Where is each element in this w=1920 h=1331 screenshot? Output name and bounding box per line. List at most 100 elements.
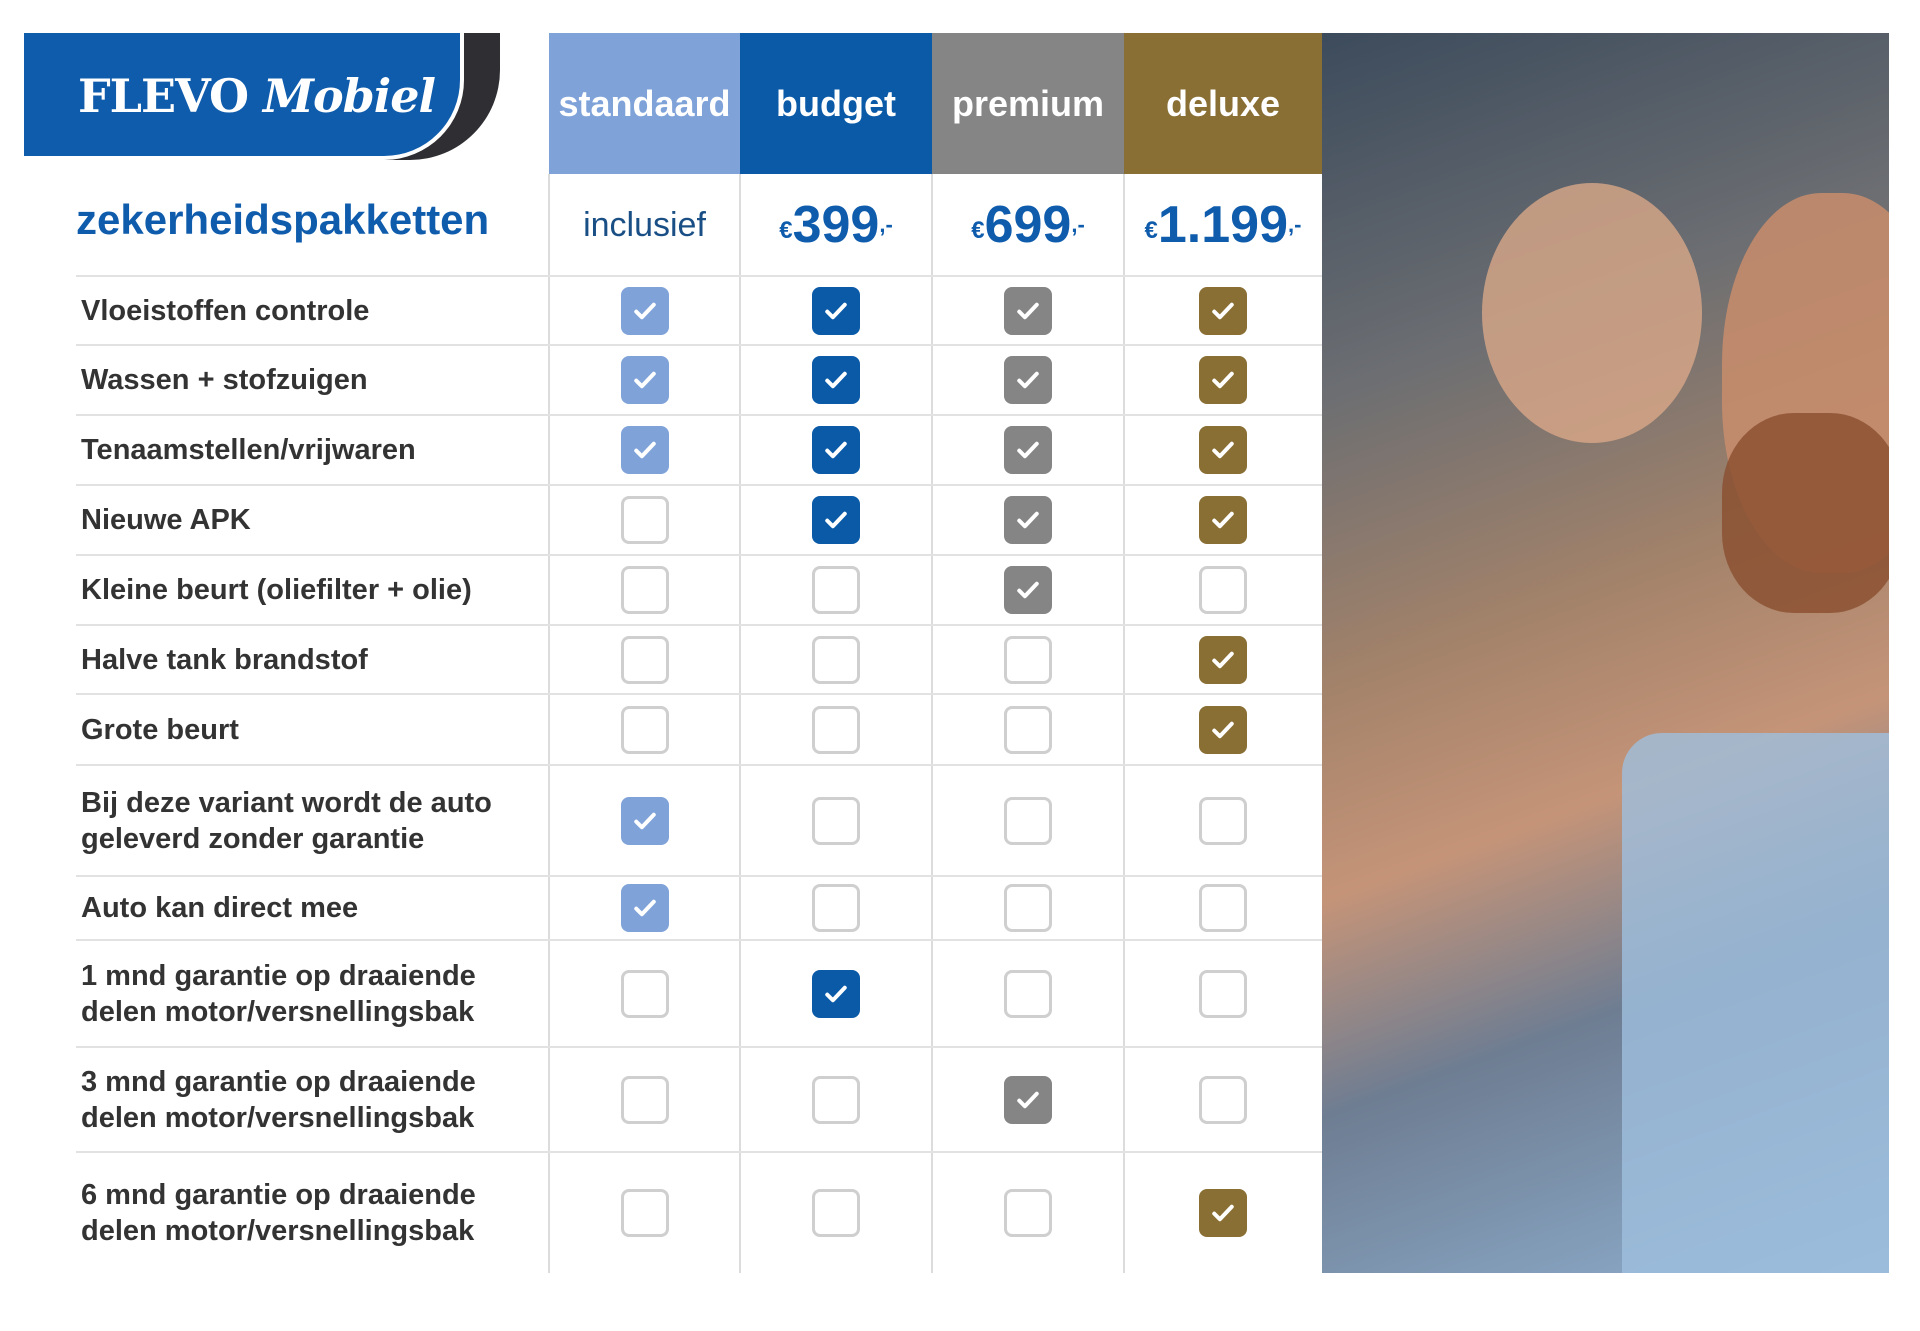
checkbox-budget[interactable] bbox=[812, 635, 860, 684]
checkmark-icon bbox=[1212, 371, 1234, 389]
checkbox-premium[interactable] bbox=[1004, 969, 1052, 1018]
row-divider bbox=[76, 764, 1322, 766]
column-divider bbox=[931, 174, 933, 1273]
checkbox-budget[interactable] bbox=[812, 356, 860, 404]
checkbox-premium[interactable] bbox=[1004, 1075, 1052, 1124]
checkbox-standaard[interactable] bbox=[620, 566, 669, 614]
package-header-standaard[interactable]: standaard bbox=[549, 33, 740, 174]
checkbox-budget[interactable] bbox=[812, 1188, 860, 1237]
checkbox-standaard[interactable] bbox=[620, 796, 669, 845]
price-suffix: ,- bbox=[879, 212, 893, 237]
checkmark-icon bbox=[633, 899, 656, 917]
checkbox-deluxe[interactable] bbox=[1199, 796, 1247, 845]
checkmark-icon bbox=[825, 371, 847, 389]
checkbox-premium[interactable] bbox=[1004, 286, 1052, 335]
checkbox-standaard[interactable] bbox=[620, 1188, 669, 1237]
feature-label: Tenaamstellen/vrijwaren bbox=[81, 434, 416, 466]
feature-label: Vloeistoffen controle bbox=[81, 294, 370, 327]
checkbox-deluxe[interactable] bbox=[1199, 884, 1247, 932]
row-divider bbox=[76, 484, 1322, 486]
checkbox-deluxe[interactable] bbox=[1199, 286, 1247, 335]
checkmark-icon bbox=[1212, 302, 1234, 319]
package-price-deluxe: €1.199 ,- bbox=[1124, 174, 1322, 276]
checkbox-deluxe[interactable] bbox=[1199, 1075, 1247, 1124]
checkbox-standaard[interactable] bbox=[620, 969, 669, 1018]
page-title: zekerheidspakketten bbox=[76, 196, 490, 243]
checkbox-budget[interactable] bbox=[812, 884, 860, 932]
flevo-mobiel-logo: FLEVO Mobiel bbox=[24, 33, 500, 160]
checkmark-icon bbox=[633, 441, 656, 459]
checkbox-budget[interactable] bbox=[812, 426, 860, 474]
checkbox-premium[interactable] bbox=[1004, 496, 1052, 544]
checkbox-standaard[interactable] bbox=[620, 356, 669, 404]
row-divider bbox=[76, 554, 1322, 556]
checkmark-icon bbox=[825, 441, 847, 459]
checkbox-budget[interactable] bbox=[812, 796, 860, 845]
checkbox-deluxe[interactable] bbox=[1199, 635, 1247, 684]
checkbox-budget[interactable] bbox=[812, 566, 860, 614]
checkbox-premium[interactable] bbox=[1004, 635, 1052, 684]
checkmark-icon bbox=[1017, 1091, 1039, 1108]
checkbox-deluxe[interactable] bbox=[1199, 1188, 1247, 1237]
checkbox-deluxe[interactable] bbox=[1199, 705, 1247, 754]
checkbox-deluxe[interactable] bbox=[1199, 356, 1247, 404]
checkbox-standaard[interactable] bbox=[620, 705, 669, 754]
checkbox-budget[interactable] bbox=[812, 705, 860, 754]
price-amount: 399 bbox=[792, 196, 880, 254]
checkbox-standaard[interactable] bbox=[620, 286, 669, 335]
checkbox-deluxe[interactable] bbox=[1199, 496, 1247, 544]
checkbox-premium[interactable] bbox=[1004, 426, 1052, 474]
column-divider bbox=[739, 174, 741, 1273]
feature-label: Kleine beurt (oliefilter + olie) bbox=[81, 574, 472, 606]
checkbox-premium[interactable] bbox=[1004, 356, 1052, 404]
checkmark-icon bbox=[1212, 441, 1234, 459]
checkmark-icon bbox=[633, 302, 656, 319]
checkbox-budget[interactable] bbox=[812, 969, 860, 1018]
checkmark-icon bbox=[1017, 441, 1039, 459]
row-divider bbox=[76, 875, 1322, 877]
price-suffix: ,- bbox=[1288, 212, 1302, 237]
row-divider bbox=[76, 275, 1322, 277]
row-divider bbox=[76, 414, 1322, 416]
checkmark-icon bbox=[1212, 721, 1234, 738]
checkbox-standaard[interactable] bbox=[620, 884, 669, 932]
checkbox-budget[interactable] bbox=[812, 1075, 860, 1124]
checkbox-deluxe[interactable] bbox=[1199, 566, 1247, 614]
currency-symbol: € bbox=[779, 217, 793, 244]
checkbox-standaard[interactable] bbox=[620, 1075, 669, 1124]
row-divider bbox=[76, 344, 1322, 346]
package-header-budget[interactable]: budget bbox=[740, 33, 932, 174]
checkbox-deluxe[interactable] bbox=[1199, 969, 1247, 1018]
package-price-standaard: inclusief bbox=[583, 205, 706, 244]
package-price-budget: €399 ,- bbox=[740, 174, 932, 276]
checkbox-premium[interactable] bbox=[1004, 796, 1052, 845]
package-price-premium: €699 ,- bbox=[932, 174, 1124, 276]
currency-symbol: € bbox=[971, 217, 985, 244]
package-header-deluxe[interactable]: deluxe bbox=[1124, 33, 1322, 174]
checkmark-icon bbox=[825, 985, 847, 1002]
row-divider bbox=[76, 1046, 1322, 1048]
checkbox-standaard[interactable] bbox=[620, 635, 669, 684]
checkbox-deluxe[interactable] bbox=[1199, 426, 1247, 474]
currency-symbol: € bbox=[1144, 217, 1158, 244]
feature-label: Auto kan direct mee bbox=[81, 892, 359, 924]
checkmark-icon bbox=[1017, 511, 1039, 529]
checkbox-premium[interactable] bbox=[1004, 566, 1052, 614]
checkmark-icon bbox=[1212, 511, 1234, 529]
feature-label: 6 mnd garantie op draaiende delen motor/… bbox=[81, 1178, 476, 1247]
feature-label: Halve tank brandstof bbox=[81, 643, 368, 676]
checkbox-premium[interactable] bbox=[1004, 1188, 1052, 1237]
checkbox-standaard[interactable] bbox=[620, 496, 669, 544]
feature-label: Grote beurt bbox=[81, 713, 239, 746]
package-header-premium[interactable]: premium bbox=[932, 33, 1124, 174]
price-suffix: ,- bbox=[1071, 212, 1085, 237]
checkbox-premium[interactable] bbox=[1004, 884, 1052, 932]
checkmark-icon bbox=[1017, 371, 1039, 389]
checkbox-standaard[interactable] bbox=[620, 426, 669, 474]
feature-label: Bij deze variant wordt de auto geleverd … bbox=[81, 786, 492, 855]
checkbox-budget[interactable] bbox=[812, 496, 860, 544]
checkbox-premium[interactable] bbox=[1004, 705, 1052, 754]
row-divider bbox=[76, 624, 1322, 626]
feature-label: Nieuwe APK bbox=[81, 504, 251, 536]
checkbox-budget[interactable] bbox=[812, 286, 860, 335]
